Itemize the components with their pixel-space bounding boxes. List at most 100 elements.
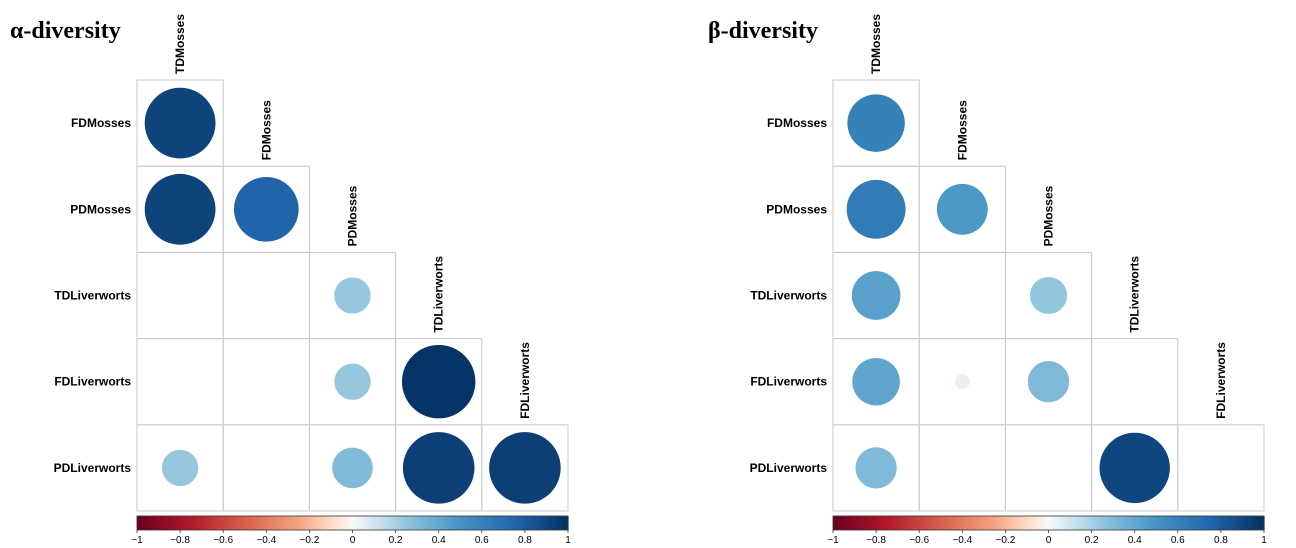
colorbar-segment bbox=[940, 516, 945, 530]
colorbar-segment bbox=[503, 516, 508, 530]
colorbar-segment bbox=[858, 516, 863, 530]
colorbar-segment bbox=[532, 516, 537, 530]
colorbar-segment bbox=[348, 516, 354, 530]
colorbar: −1 −0.8 −0.6 −0.4 −0.2 0 0.2 0.4 0.6 0.8 1 bbox=[131, 515, 571, 546]
colorbar-segment bbox=[1210, 516, 1215, 530]
colorbar-segment bbox=[338, 516, 343, 530]
colorbar-segment bbox=[359, 516, 364, 530]
colorbar-segment bbox=[151, 516, 156, 530]
colorbar-segment bbox=[1181, 516, 1186, 530]
colorbar-segment bbox=[471, 516, 476, 530]
colorbar-segment bbox=[879, 516, 884, 530]
colorbar-segment bbox=[987, 516, 992, 530]
colorbar-segment bbox=[208, 516, 214, 530]
colorbar-segment bbox=[356, 516, 361, 530]
colorbar-segment bbox=[933, 516, 938, 530]
colorbar-segment bbox=[1026, 516, 1032, 530]
colorbar-segment bbox=[1030, 516, 1035, 530]
colorbar-segment bbox=[1228, 516, 1233, 530]
colorbar-segment bbox=[1238, 516, 1244, 530]
colorbar-segment bbox=[951, 516, 956, 530]
alpha-title: α-diversity bbox=[10, 18, 121, 44]
colorbar-segment bbox=[894, 516, 899, 530]
colorbar-segment bbox=[449, 516, 454, 530]
correlation-circle bbox=[1027, 361, 1070, 403]
colorbar-segment bbox=[485, 516, 490, 530]
colorbar-segment bbox=[435, 516, 440, 530]
colorbar-segment bbox=[1213, 516, 1218, 530]
beta-panel: β-diversity FDMosses PDMosses TDLiverworts… bbox=[696, 0, 1296, 548]
colorbar-segment bbox=[251, 516, 257, 530]
colorbar-segment bbox=[467, 516, 472, 530]
colorbar-segment bbox=[244, 516, 249, 530]
colorbar-segment bbox=[1084, 516, 1089, 530]
colorbar-segment bbox=[201, 516, 206, 530]
colorbar-segment bbox=[137, 516, 142, 530]
colorbar-segment bbox=[417, 516, 422, 530]
colorbar-tick-label: 0.8 bbox=[1214, 535, 1228, 546]
colorbar-segment bbox=[843, 516, 848, 530]
column-label: TDLiverworts bbox=[432, 256, 446, 333]
colorbar-segment bbox=[1080, 516, 1086, 530]
row-label: PDLiverworts bbox=[54, 461, 132, 475]
grid-cell bbox=[222, 338, 310, 426]
colorbar-segment bbox=[345, 516, 350, 530]
colorbar-segment bbox=[492, 516, 497, 530]
colorbar-segment bbox=[327, 516, 332, 530]
colorbar-segment bbox=[553, 516, 558, 530]
colorbar-segment bbox=[510, 516, 515, 530]
alpha-panel: α-diversity FDMosses PDMosses TDLiverworts… bbox=[0, 0, 600, 548]
colorbar-segment bbox=[836, 516, 841, 530]
colorbar-segment bbox=[994, 516, 999, 530]
colorbar-segment bbox=[374, 516, 379, 530]
column-label: TDMosses bbox=[869, 14, 883, 74]
colorbar-segment bbox=[183, 516, 188, 530]
colorbar-segment bbox=[442, 516, 447, 530]
colorbar-tick-label: 0.4 bbox=[432, 535, 446, 546]
colorbar-segment bbox=[427, 516, 433, 530]
beta-corrplot: FDMosses PDMosses TDLiverworts FDLiverworts… bbox=[750, 14, 1268, 546]
correlation-circle bbox=[936, 183, 988, 235]
colorbar-segment bbox=[481, 516, 486, 530]
colorbar-segment bbox=[381, 516, 386, 530]
colorbar-segment bbox=[557, 516, 562, 530]
colorbar-segment bbox=[901, 516, 906, 530]
column-label: FDLiverworts bbox=[1214, 342, 1228, 419]
colorbar-segment bbox=[284, 516, 289, 530]
colorbar-segment bbox=[1235, 516, 1240, 530]
colorbar-segment bbox=[1159, 516, 1165, 530]
correlation-circle bbox=[334, 277, 371, 314]
colorbar-segment bbox=[872, 516, 877, 530]
colorbar-segment bbox=[539, 516, 544, 530]
colorbar-segment bbox=[912, 516, 917, 530]
colorbar-segment bbox=[1055, 516, 1060, 530]
colorbar-segment bbox=[223, 516, 228, 530]
colorbar-segment bbox=[922, 516, 927, 530]
colorbar-segment bbox=[1141, 516, 1147, 530]
colorbar-segment bbox=[1077, 516, 1082, 530]
colorbar-segment bbox=[370, 516, 375, 530]
colorbar-segment bbox=[1177, 516, 1182, 530]
colorbar-segment bbox=[926, 516, 931, 530]
colorbar-tick-label: −0.6 bbox=[213, 535, 233, 546]
colorbar-segment bbox=[277, 516, 282, 530]
colorbar-segment bbox=[478, 516, 483, 530]
colorbar-segment bbox=[453, 516, 458, 530]
colorbar-segment bbox=[1231, 516, 1236, 530]
column-label: FDLiverworts bbox=[518, 342, 532, 419]
colorbar-segment bbox=[341, 516, 346, 530]
colorbar-segment bbox=[1170, 516, 1175, 530]
colorbar-segment bbox=[266, 516, 271, 530]
colorbar-segment bbox=[1123, 516, 1129, 530]
colorbar-segment bbox=[998, 516, 1003, 530]
colorbar-segment bbox=[542, 516, 548, 530]
colorbar-segment bbox=[1041, 516, 1046, 530]
row-label: PDLiverworts bbox=[750, 461, 828, 475]
colorbar-segment bbox=[1202, 516, 1208, 530]
colorbar-segment bbox=[1037, 516, 1042, 530]
correlation-circle bbox=[334, 363, 371, 400]
colorbar-segment bbox=[474, 516, 479, 530]
colorbar-tick-label: 0.8 bbox=[518, 535, 532, 546]
grid-cell bbox=[136, 251, 224, 340]
column-label: PDMosses bbox=[346, 185, 360, 246]
